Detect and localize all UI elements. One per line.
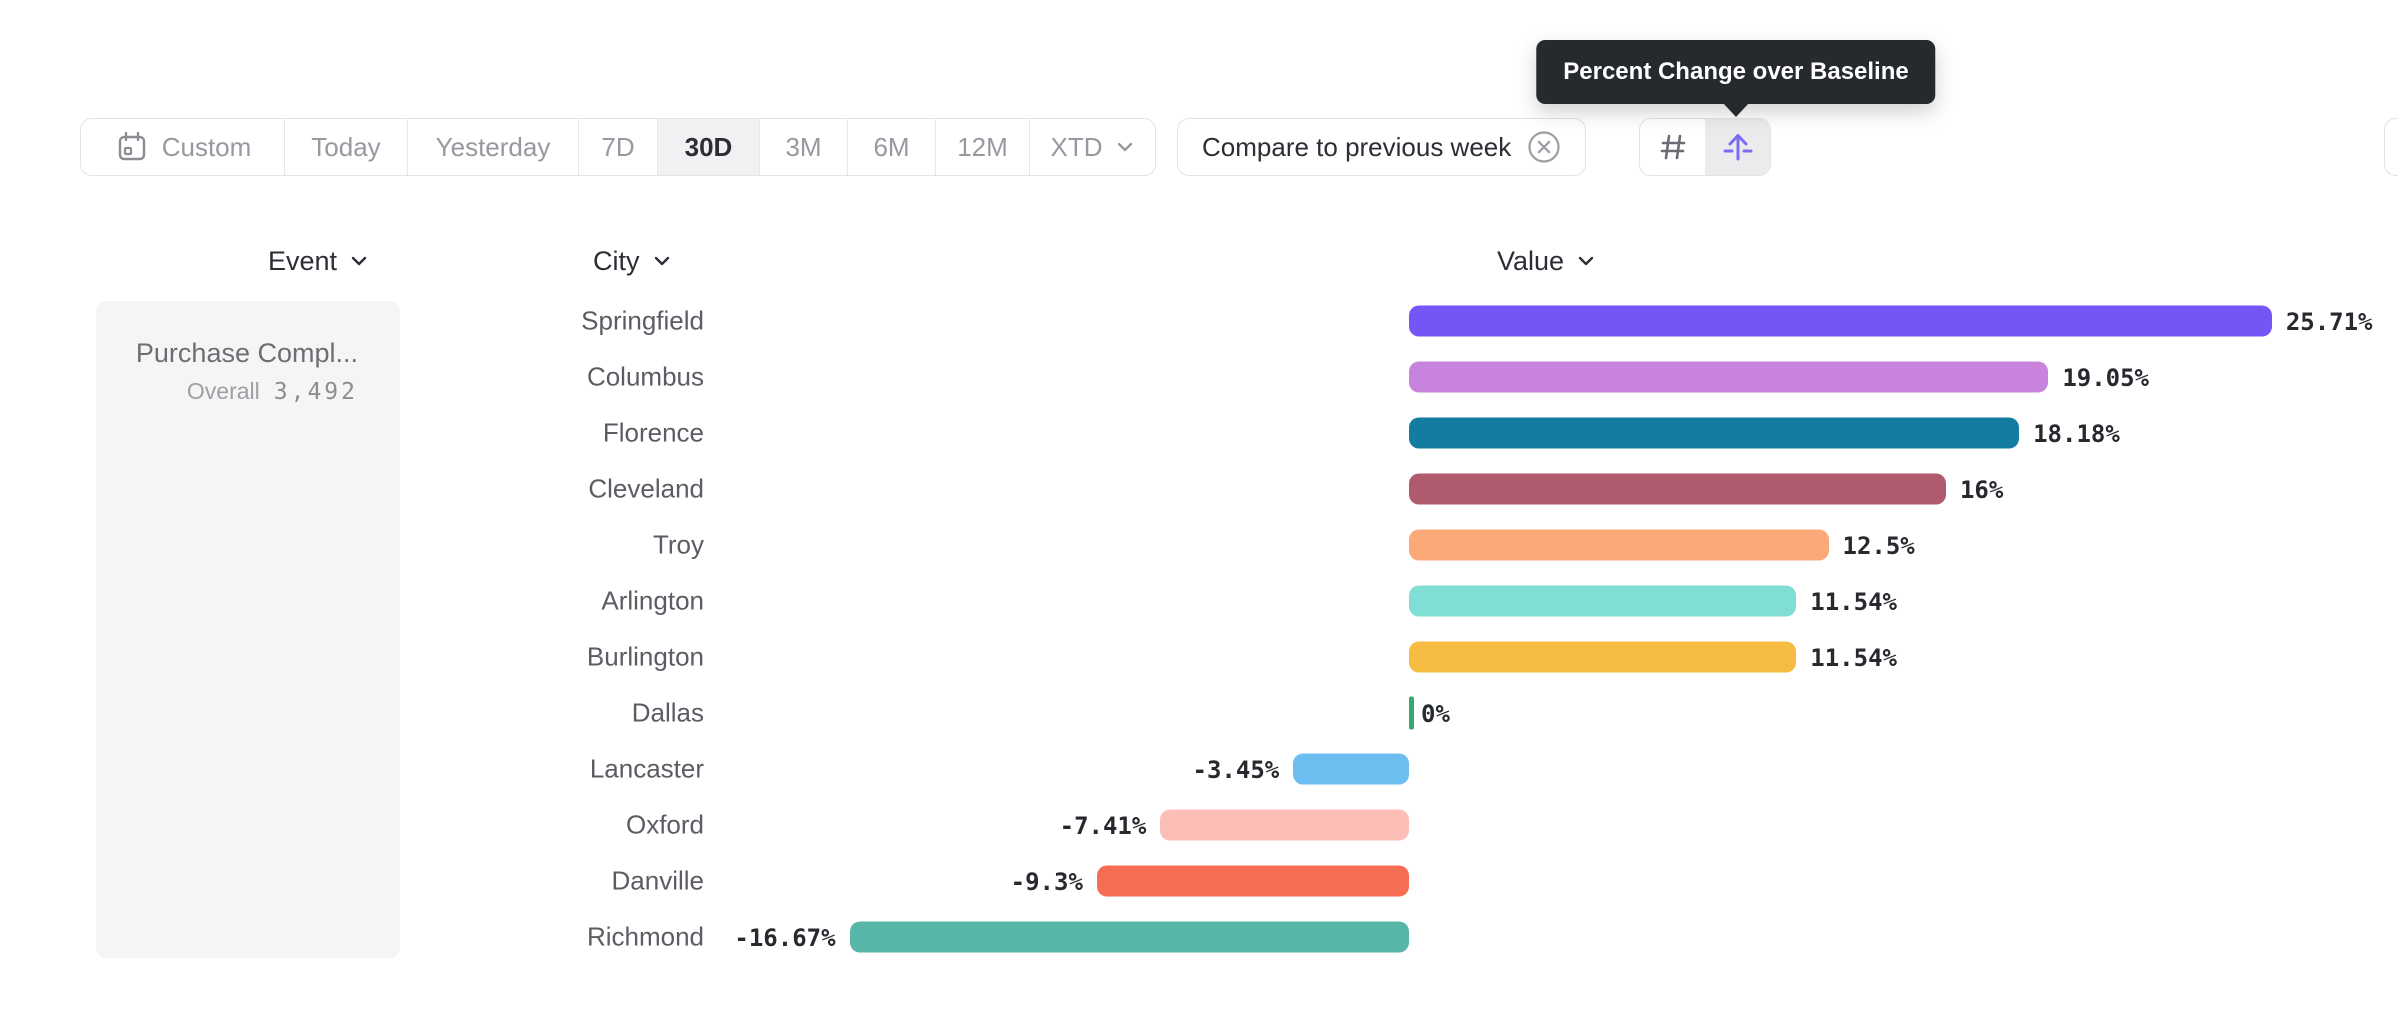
chevron-down-icon (1115, 137, 1135, 157)
range-button-label: 30D (684, 131, 733, 162)
event-title: Purchase Compl... (135, 338, 358, 368)
city-label: Richmond (586, 921, 704, 952)
range-button-label: 12M (957, 131, 1008, 162)
city-label: Troy (652, 529, 704, 560)
value-label: 19.05% (2062, 364, 2150, 392)
percent-change-view-button[interactable] (1705, 119, 1770, 175)
arrow-up-baseline-icon (1721, 130, 1755, 164)
value-label: 16% (1959, 476, 2004, 504)
bar-burlington[interactable] (1409, 641, 1797, 673)
range-button-6m[interactable]: 6M (847, 119, 935, 175)
bar-florence[interactable] (1409, 417, 2020, 449)
compare-filter-button[interactable]: Compare to previous week (1177, 118, 1587, 176)
range-button-label: 6M (873, 131, 910, 162)
tooltip-arrow (1723, 103, 1749, 117)
range-button-12m[interactable]: 12M (935, 119, 1029, 175)
bar-troy[interactable] (1409, 529, 1829, 561)
value-label: 11.54% (1810, 644, 1897, 672)
circle-x-icon[interactable] (1527, 130, 1561, 164)
range-button-7d[interactable]: 7D (578, 119, 657, 175)
range-button-xtd[interactable]: XTD (1029, 119, 1155, 175)
city-label: Springfield (581, 305, 704, 336)
range-button-30d[interactable]: 30D (657, 119, 759, 175)
city-label: Florence (602, 417, 704, 448)
value-label: 11.54% (1810, 588, 1897, 616)
event-card[interactable]: Purchase Compl... Overall 3,492 (96, 301, 400, 958)
value-label: -9.3% (1010, 868, 1083, 896)
date-range-group: Custom Today Yesterday 7D 30D 3M 6M 12M XTD (80, 118, 1156, 176)
chevron-down-icon (652, 251, 672, 271)
column-header-value-label: Value (1497, 245, 1565, 276)
value-label: -3.45% (1192, 756, 1280, 784)
bar-columbus[interactable] (1409, 361, 2049, 393)
chevron-down-icon (349, 251, 369, 271)
bar-richmond[interactable] (849, 921, 1409, 953)
city-label: Danville (611, 865, 705, 896)
range-button-3m[interactable]: 3M (759, 119, 847, 175)
range-button-label: 7D (601, 131, 635, 162)
range-button-today[interactable]: Today (284, 119, 407, 175)
city-label: Lancaster (589, 753, 704, 784)
city-label: Arlington (601, 585, 704, 616)
city-label: Cleveland (588, 473, 704, 504)
value-label: -7.41% (1059, 812, 1147, 840)
range-button-label: Custom (161, 131, 252, 162)
column-header-event[interactable]: Event (268, 246, 369, 276)
bar-danville[interactable] (1096, 865, 1409, 897)
view-toggle (1639, 118, 1771, 176)
city-label: Columbus (586, 361, 704, 392)
value-label: 18.18% (2033, 420, 2120, 448)
bar-cleveland[interactable] (1409, 473, 1946, 505)
range-button-yesterday[interactable]: Yesterday (407, 119, 578, 175)
chevron-down-icon (1576, 251, 1596, 271)
event-overall-value: 3,492 (273, 379, 358, 405)
bar-lancaster[interactable] (1293, 753, 1409, 785)
bar-oxford[interactable] (1160, 809, 1409, 841)
range-button-label: Yesterday (435, 131, 551, 162)
column-header-value[interactable]: Value (1497, 246, 1596, 276)
value-label: 0% (1421, 700, 1450, 728)
toolbar: Custom Today Yesterday 7D 30D 3M 6M 12M XTD Comp… (0, 118, 2398, 178)
value-label: -16.67% (734, 924, 836, 952)
bar-arlington[interactable] (1409, 585, 1797, 617)
city-label: Dallas (631, 697, 704, 728)
calendar-icon (114, 129, 150, 165)
value-label: 25.71% (2285, 308, 2373, 336)
city-label: Burlington (586, 641, 704, 672)
range-button-label: XTD (1050, 131, 1103, 162)
number-view-button[interactable] (1640, 119, 1705, 175)
column-header-city[interactable]: City (593, 246, 672, 276)
column-header-event-label: Event (268, 245, 338, 276)
zero-baseline-tick[interactable] (1409, 696, 1414, 730)
event-subtitle: Overall 3,492 (187, 378, 358, 405)
hash-icon (1657, 131, 1689, 163)
range-button-custom[interactable]: Custom (81, 119, 284, 175)
city-label: Oxford (625, 809, 704, 840)
event-overall-label: Overall (186, 378, 260, 404)
compare-filter-label: Compare to previous week (1202, 131, 1512, 162)
bar-springfield[interactable] (1409, 305, 2272, 337)
column-header-city-label: City (593, 245, 640, 276)
range-button-label: Today (311, 131, 381, 162)
range-button-label: 3M (785, 131, 822, 162)
value-label: 12.5% (1842, 532, 1915, 560)
tooltip: Percent Change over Baseline (1536, 40, 1936, 104)
